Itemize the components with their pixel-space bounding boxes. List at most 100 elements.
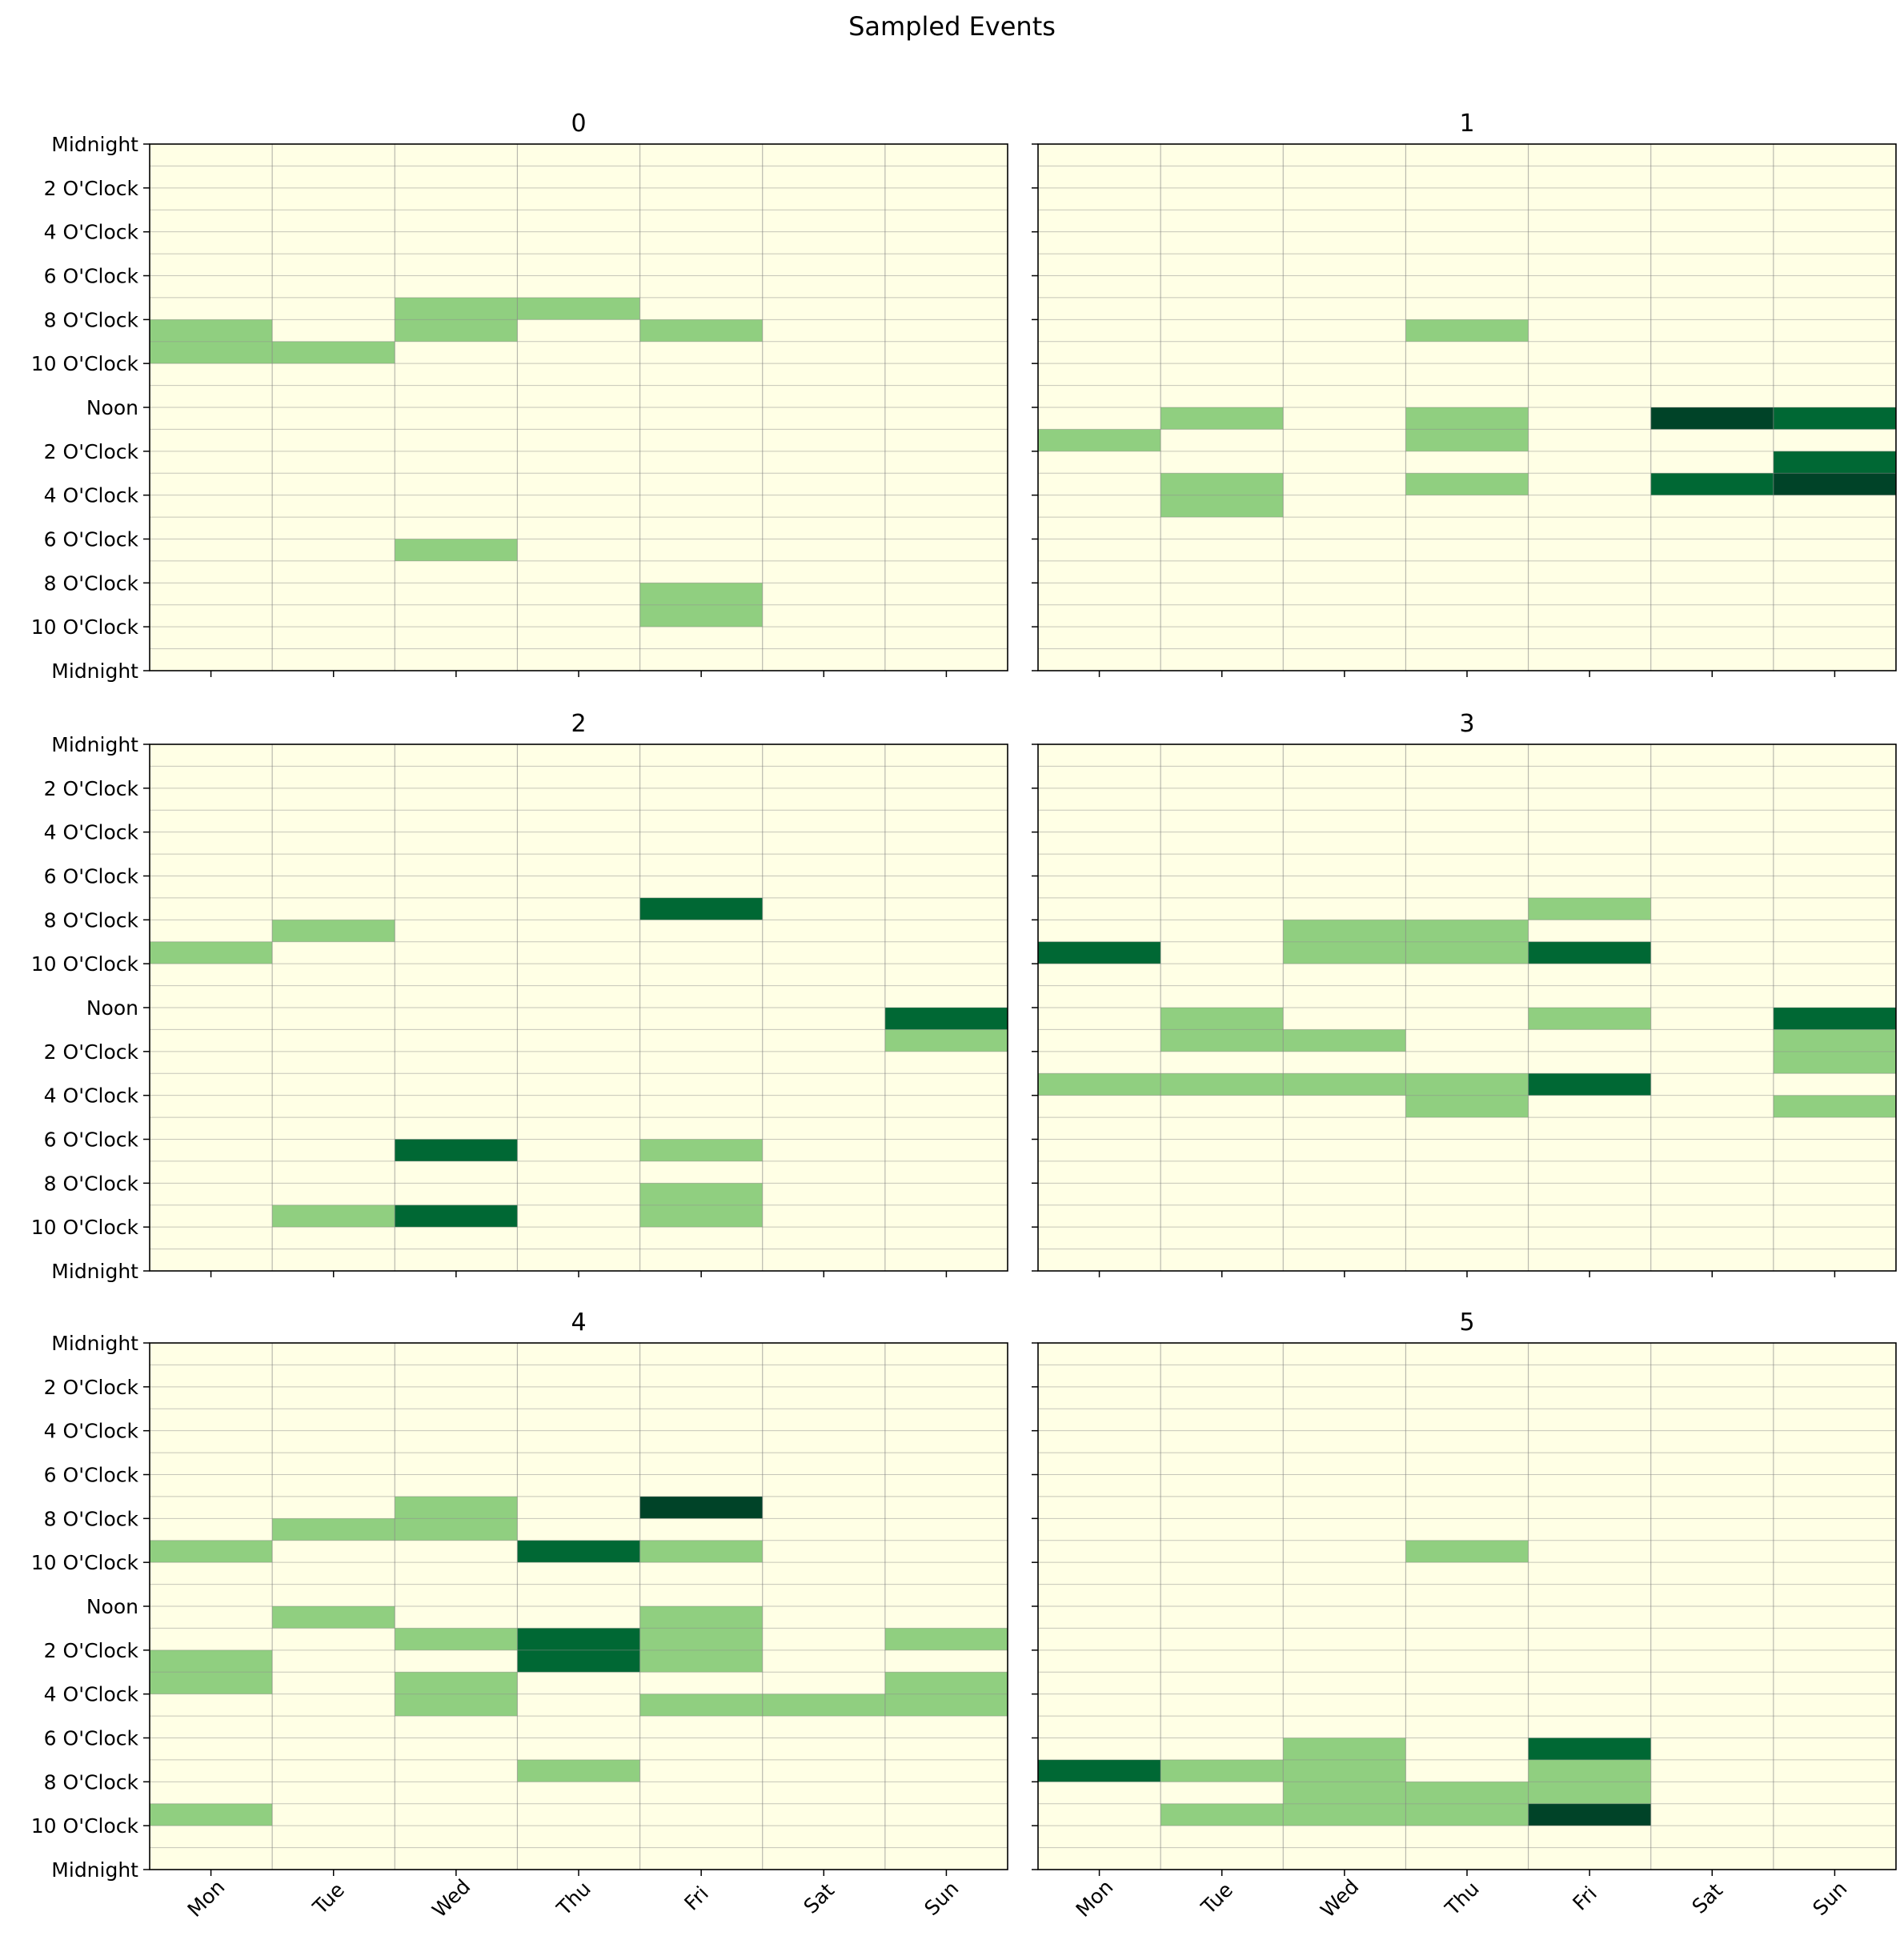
y-tick-label: 4 O'Clock — [44, 1084, 139, 1108]
heat-cell — [1283, 1759, 1406, 1782]
x-tick-label: Wed — [427, 1874, 475, 1922]
heat-cell — [1528, 1008, 1651, 1030]
heat-cell — [1528, 1073, 1651, 1096]
y-tick-label: 2 O'Clock — [44, 440, 139, 463]
heat-cell — [1160, 407, 1284, 430]
heat-cell — [395, 539, 518, 561]
heat-cell — [1405, 1073, 1529, 1096]
panel-5: 5 Mon Tue Wed Thu Fri Sat Sun — [1032, 1309, 1897, 1922]
heat-cell — [1160, 1008, 1284, 1030]
y-tick-label: Midnight — [51, 1260, 138, 1283]
x-tick-label: Thu — [551, 1877, 595, 1920]
y-tick-label: 2 O'Clock — [44, 1376, 139, 1399]
heat-cell — [639, 1628, 763, 1650]
heat-cell — [1283, 1073, 1406, 1096]
heat-cell — [639, 1204, 763, 1228]
y-tick-label: 4 O'Clock — [44, 1420, 139, 1443]
y-tick-label: 8 O'Clock — [44, 1507, 139, 1530]
y-tick-label: 6 O'Clock — [44, 1464, 139, 1487]
y-tick-label: 10 O'Clock — [31, 352, 139, 375]
y-tick-label: 10 O'Clock — [31, 952, 139, 976]
panel-1: 1 — [1032, 110, 1897, 677]
y-tick-label: 6 O'Clock — [44, 1128, 139, 1152]
y-tick-label: 6 O'Clock — [44, 528, 139, 551]
heat-cell — [884, 1628, 1008, 1650]
heat-cell — [1038, 1759, 1161, 1782]
heat-cell — [395, 1672, 518, 1694]
heat-cell — [150, 1672, 273, 1694]
panel-title: 5 — [1459, 1309, 1474, 1337]
heat-cell — [1773, 473, 1896, 495]
heat-cell — [272, 1518, 395, 1541]
heat-cell — [884, 1008, 1008, 1030]
x-tick-label: Wed — [1316, 1874, 1363, 1922]
y-tick-label: Midnight — [51, 733, 138, 756]
y-tick-label: 8 O'Clock — [44, 1770, 139, 1794]
heat-cell — [1528, 1738, 1651, 1760]
heat-cell — [1283, 1738, 1406, 1760]
panel-title: 1 — [1459, 110, 1474, 138]
heat-cell — [272, 1606, 395, 1629]
heat-cell — [1405, 1095, 1529, 1118]
panel-background — [150, 744, 1008, 1271]
y-tick-label: 2 O'Clock — [44, 1639, 139, 1662]
heat-cell — [1773, 407, 1896, 430]
y-tick-label: 10 O'Clock — [31, 1814, 139, 1838]
heat-cell — [395, 297, 518, 320]
heat-cell — [639, 897, 763, 920]
y-tick-label: 4 O'Clock — [44, 221, 139, 244]
heat-cell — [639, 1649, 763, 1673]
heat-cell — [884, 1672, 1008, 1694]
heat-cell — [1773, 1051, 1896, 1074]
y-tick-label: 10 O'Clock — [31, 1551, 139, 1574]
panel-background — [150, 144, 1008, 671]
heat-cell — [1160, 473, 1284, 495]
y-tick-label: 4 O'Clock — [44, 484, 139, 507]
y-tick-label: 8 O'Clock — [44, 1172, 139, 1195]
heat-cell — [150, 941, 273, 964]
y-tick-label: 10 O'Clock — [31, 1216, 139, 1239]
x-tick-label: Sun — [920, 1877, 963, 1920]
panel-2: 2 Midnight 2 O'Clock 4 O'Clock 6 O'Clock 8 O'… — [31, 710, 1008, 1283]
x-tick-label: Mon — [1072, 1875, 1118, 1922]
heat-cell — [1283, 1803, 1406, 1826]
heat-cell — [1405, 1803, 1529, 1826]
heat-cell — [1283, 1782, 1406, 1804]
heat-cell — [1528, 1803, 1651, 1826]
y-tick-label: 2 O'Clock — [44, 177, 139, 200]
x-tick-label: Sun — [1808, 1877, 1851, 1920]
y-tick-label: 6 O'Clock — [44, 865, 139, 888]
heat-cell — [517, 297, 640, 320]
heat-cell — [639, 1139, 763, 1161]
heat-cell — [1283, 1029, 1406, 1052]
x-tick-label: Mon — [183, 1875, 230, 1922]
y-tick-label: 8 O'Clock — [44, 571, 139, 595]
heat-cell — [1528, 1782, 1651, 1804]
panel-0: 0 Midnight 2 O'Clock 4 O'Clock 6 O'Clock 8 O'… — [31, 110, 1008, 683]
heat-cell — [639, 604, 763, 627]
heat-cell — [639, 1540, 763, 1563]
heat-cell — [1405, 941, 1529, 964]
panel-title: 2 — [571, 710, 586, 738]
heat-cell — [1405, 920, 1529, 942]
x-tick-label: Fri — [679, 1882, 713, 1915]
heat-cell — [150, 1540, 273, 1563]
y-tick-label: 4 O'Clock — [44, 1683, 139, 1706]
figure-title: Sampled Events — [848, 11, 1056, 42]
heat-cell — [1528, 941, 1651, 964]
heat-cell — [1773, 451, 1896, 474]
y-tick-label: 6 O'Clock — [44, 265, 139, 288]
heat-cell — [1160, 1029, 1284, 1052]
heat-cell — [395, 1139, 518, 1161]
heat-cell — [150, 341, 273, 364]
y-tick-label: Midnight — [51, 133, 138, 156]
heat-cell — [1405, 319, 1529, 342]
heat-cell — [272, 341, 395, 364]
heat-cell — [1528, 1759, 1651, 1782]
heat-cell — [884, 1029, 1008, 1052]
heat-cell — [517, 1628, 640, 1650]
heat-cell — [395, 1628, 518, 1650]
y-tick-label: 2 O'Clock — [44, 777, 139, 800]
heat-cell — [395, 1496, 518, 1519]
y-tick-label: 2 O'Clock — [44, 1040, 139, 1064]
